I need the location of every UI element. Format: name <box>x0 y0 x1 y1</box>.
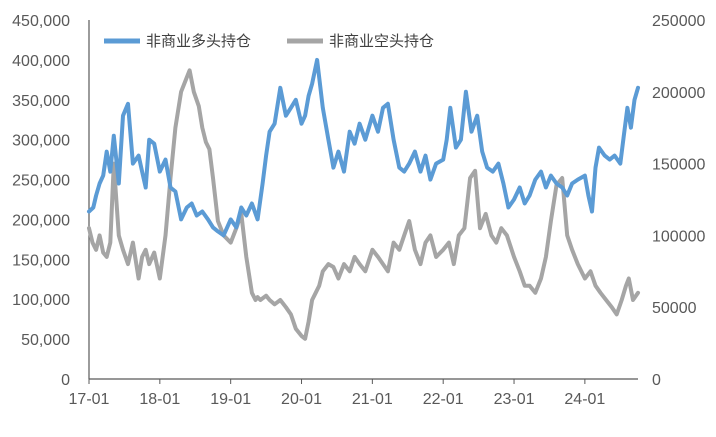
x-tick-label: 24-01 <box>564 391 605 408</box>
right-y-tick-label: 150000 <box>652 157 705 174</box>
left-y-tick-label: 400,000 <box>12 53 70 70</box>
x-tick-label: 18-01 <box>139 391 180 408</box>
right-y-tick-label: 50000 <box>652 300 697 317</box>
right-y-tick-label: 200000 <box>652 85 705 102</box>
left-y-tick-label: 100,000 <box>12 292 70 309</box>
left-y-tick-label: 200,000 <box>12 212 70 229</box>
x-tick-label: 22-01 <box>423 391 464 408</box>
left-y-tick-label: 450,000 <box>12 13 70 30</box>
x-tick-label: 21-01 <box>352 391 393 408</box>
x-tick-label: 17-01 <box>69 391 110 408</box>
right-y-tick-label: 0 <box>652 372 661 389</box>
left-y-tick-label: 250,000 <box>12 173 70 190</box>
series-layer <box>87 57 640 341</box>
left-y-tick-label: 50,000 <box>21 332 70 349</box>
x-tick-label: 23-01 <box>494 391 535 408</box>
legend-label-long: 非商业多头持仓 <box>146 32 251 50</box>
left-y-tick-label: 350,000 <box>12 93 70 110</box>
x-tick-label: 19-01 <box>210 391 251 408</box>
left-y-axis: 0 50,000 100,000 150,000 200,000 250,000 300,0… <box>12 13 70 389</box>
series-line-non-commercial-short <box>87 68 640 341</box>
right-y-axis: 0 50000 100000 150000 200000 250000 <box>652 13 705 389</box>
series-line-non-commercial-long <box>87 57 640 238</box>
left-y-tick-label: 300,000 <box>12 133 70 150</box>
right-y-tick-label: 100000 <box>652 228 705 245</box>
x-axis-ticks: 17-01 18-01 19-01 20-01 21-01 22-01 23-01 24-01 <box>69 379 605 408</box>
legend: 非商业多头持仓 非商业空头持仓 <box>104 32 434 50</box>
x-tick-label: 20-01 <box>281 391 322 408</box>
left-y-tick-label: 0 <box>61 372 70 389</box>
legend-label-short: 非商业空头持仓 <box>329 32 434 50</box>
right-y-tick-label: 250000 <box>652 13 705 30</box>
left-y-tick-label: 150,000 <box>12 252 70 269</box>
